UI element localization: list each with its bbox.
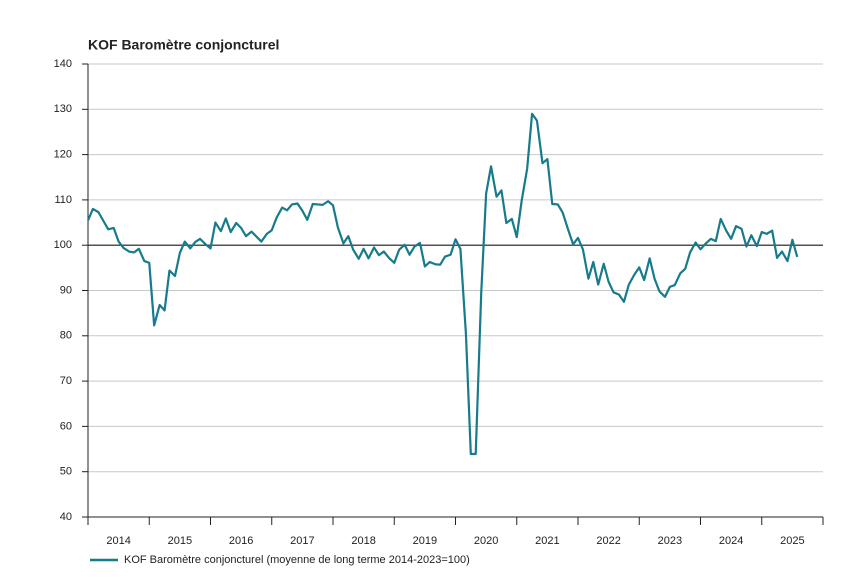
y-tick-label: 90: [60, 284, 72, 296]
x-tick-label: 2018: [351, 535, 375, 547]
y-tick-label: 50: [60, 466, 72, 478]
x-tick-label: 2017: [290, 535, 314, 547]
y-tick-label: 120: [54, 149, 72, 161]
y-tick-label: 140: [54, 58, 72, 70]
y-tick-label: 110: [54, 194, 72, 206]
y-tick-label: 100: [54, 239, 72, 251]
y-tick-label: 40: [60, 511, 72, 523]
x-tick-label: 2023: [658, 535, 682, 547]
x-tick-label: 2015: [168, 535, 192, 547]
x-tick-label: 2019: [413, 535, 437, 547]
series-line: [86, 112, 799, 456]
legend-label: KOF Baromètre conjoncturel (moyenne de l…: [124, 554, 470, 566]
y-tick-label: 60: [60, 420, 72, 432]
x-tick-label: 2014: [106, 535, 130, 547]
y-tick-label: 80: [60, 330, 72, 342]
x-tick-label: 2020: [474, 535, 498, 547]
x-tick-label: 2024: [719, 535, 743, 547]
x-tick-label: 2016: [229, 535, 253, 547]
y-tick-label: 70: [60, 375, 72, 387]
chart-title: KOF Baromètre conjoncturel: [88, 37, 279, 53]
x-tick-label: 2025: [780, 535, 804, 547]
x-tick-label: 2022: [596, 535, 620, 547]
x-tick-label: 2021: [535, 535, 559, 547]
y-tick-label: 130: [54, 103, 72, 115]
